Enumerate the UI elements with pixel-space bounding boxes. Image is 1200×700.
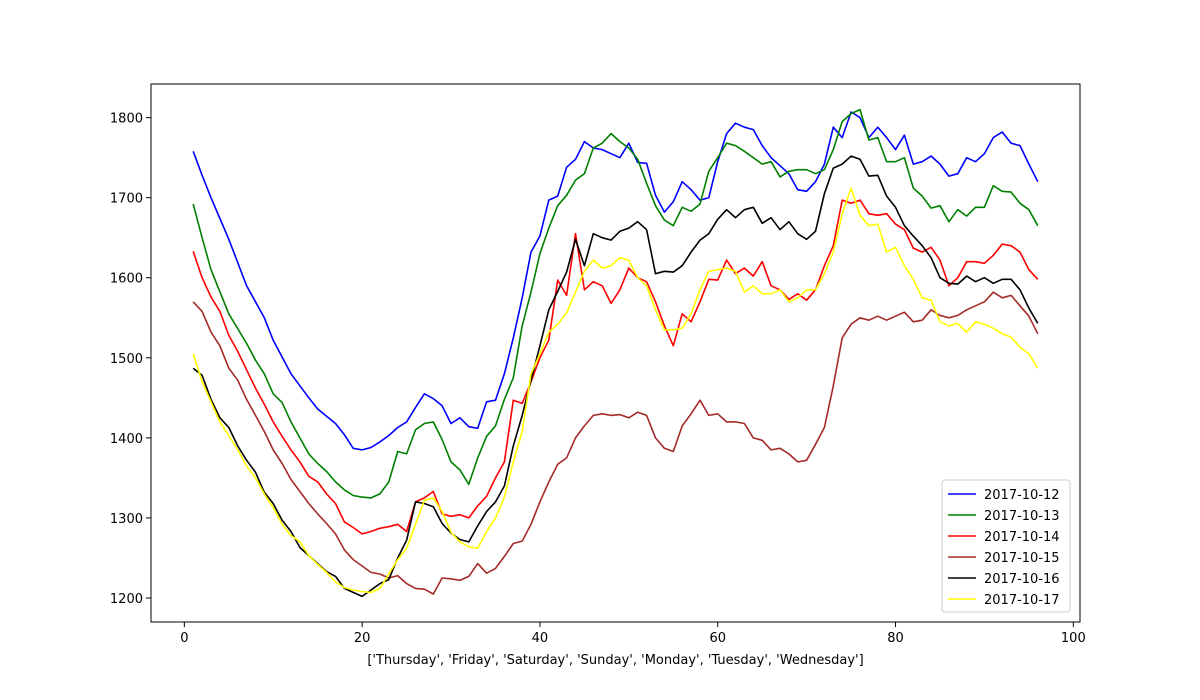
series-line	[192, 111, 1039, 451]
y-tick-label: 1800	[110, 112, 143, 127]
series-line	[192, 155, 1039, 598]
legend: 2017-10-12 2017-10-13 2017-10-14 2017-10-15…	[941, 479, 1071, 613]
series-line	[192, 291, 1039, 595]
plot-lines	[192, 108, 1039, 598]
legend-box	[941, 479, 1071, 613]
legend-label: 2017-10-16	[984, 572, 1060, 587]
x-tick-label: 20	[354, 631, 371, 646]
legend-label: 2017-10-14	[984, 530, 1060, 545]
x-axis: 0 20 40 60 80 100	[180, 622, 1086, 646]
y-tick-label: 1600	[110, 272, 143, 287]
x-tick-label: 80	[887, 631, 904, 646]
y-tick-label: 1200	[110, 592, 143, 607]
legend-label: 2017-10-12	[984, 488, 1060, 503]
x-tick-label: 100	[1061, 631, 1086, 646]
legend-label: 2017-10-17	[984, 593, 1060, 608]
y-tick-label: 1500	[110, 352, 143, 367]
y-tick-label: 1700	[110, 192, 143, 207]
series-line	[192, 108, 1039, 499]
y-axis: 1200 1300 1400 1500 1600 1700 1800	[110, 112, 151, 607]
legend-label: 2017-10-15	[984, 551, 1060, 566]
plot-frame	[150, 83, 1081, 623]
x-tick-label: 60	[709, 631, 726, 646]
y-tick-label: 1300	[110, 512, 143, 527]
x-tick-label: 40	[532, 631, 549, 646]
x-tick-label: 0	[180, 631, 188, 646]
series-line	[192, 199, 1039, 535]
series-line	[192, 187, 1039, 594]
x-axis-label: ['Thursday', 'Friday', 'Saturday', 'Sund…	[367, 653, 863, 668]
legend-label: 2017-10-13	[984, 509, 1060, 524]
y-tick-label: 1400	[110, 432, 143, 447]
